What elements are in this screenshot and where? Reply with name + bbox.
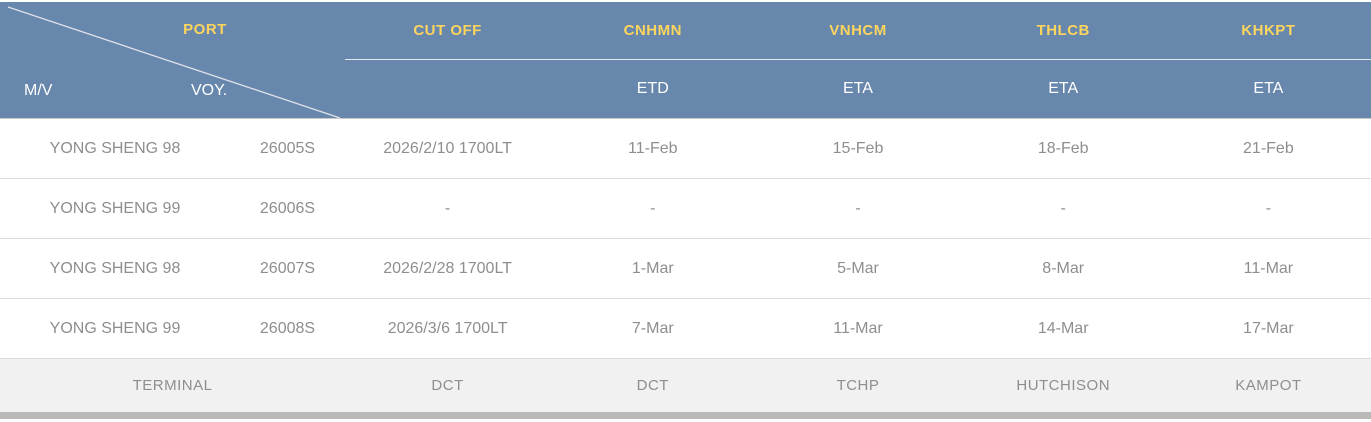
voyage-number: 26006S: [259, 199, 316, 217]
column-header-vnhcm: VNHCM: [829, 22, 887, 39]
eta-vnhcm: -: [855, 199, 861, 217]
column-header-cutoff: CUT OFF: [413, 22, 482, 39]
column-header-port: PORT: [183, 21, 227, 38]
cutoff-datetime: 2026/2/10 1700LT: [383, 139, 512, 157]
bottom-scrollbar-track[interactable]: [0, 412, 1371, 419]
etd-cnhmn: 11-Feb: [628, 139, 678, 157]
header-horizontal-divider: [345, 59, 1371, 60]
column-header-thlcb: THLCB: [1036, 22, 1090, 39]
diagonal-divider-line: [7, 6, 341, 119]
terminal-cutoff: DCT: [431, 377, 464, 394]
sublabel-eta-khkpt: ETA: [1253, 80, 1284, 97]
etd-cnhmn: 1-Mar: [631, 259, 674, 277]
table-header: PORT M/V VOY. CUT OFF CNHMN VNHCM THLCB …: [0, 2, 1371, 119]
eta-vnhcm: 15-Feb: [832, 139, 884, 157]
port-sublabels-row: ETD ETA ETA ETA: [345, 60, 1371, 118]
eta-vnhcm: 11-Mar: [833, 319, 883, 337]
table-row: YONG SHENG 99 26008S 2026/3/6 1700LT 7-M…: [0, 299, 1371, 359]
sublabel-eta-thlcb: ETA: [1048, 80, 1079, 97]
voyage-number: 26007S: [259, 259, 316, 277]
terminal-cnhmn: DCT: [636, 377, 669, 394]
etd-cnhmn: -: [650, 199, 656, 217]
column-header-voy: VOY.: [191, 82, 228, 99]
eta-thlcb: 18-Feb: [1037, 139, 1089, 157]
port-columns-header: CUT OFF CNHMN VNHCM THLCB KHKPT ETD ETA …: [345, 2, 1371, 118]
etd-cnhmn: 7-Mar: [631, 319, 674, 337]
vessel-name: YONG SHENG 98: [49, 139, 181, 157]
table-row: YONG SHENG 98 26005S 2026/2/10 1700LT 11…: [0, 119, 1371, 179]
header-corner-cell: PORT M/V VOY.: [0, 2, 345, 119]
column-header-mv: M/V: [24, 82, 53, 99]
sublabel-etd-cnhmn: ETD: [636, 80, 669, 97]
vessel-name: YONG SHENG 99: [49, 319, 181, 337]
eta-khkpt: 21-Feb: [1243, 139, 1294, 157]
cutoff-datetime: -: [444, 199, 451, 217]
port-codes-row: CUT OFF CNHMN VNHCM THLCB KHKPT: [345, 2, 1371, 59]
table-row: YONG SHENG 98 26007S 2026/2/28 1700LT 1-…: [0, 239, 1371, 299]
terminal-row: TERMINAL DCT DCT TCHP HUTCHISON KAMPOT: [0, 359, 1371, 412]
terminal-thlcb: HUTCHISON: [1016, 377, 1111, 394]
terminal-row-label: TERMINAL: [132, 377, 213, 394]
eta-thlcb: 14-Mar: [1037, 319, 1089, 337]
sublabel-eta-vnhcm: ETA: [843, 80, 873, 97]
column-header-khkpt: KHKPT: [1241, 22, 1296, 39]
terminal-khkpt: KAMPOT: [1235, 377, 1302, 394]
column-header-cnhmn: CNHMN: [623, 22, 682, 39]
eta-vnhcm: 5-Mar: [837, 259, 879, 277]
eta-thlcb: 8-Mar: [1042, 259, 1085, 277]
cutoff-datetime: 2026/2/28 1700LT: [383, 259, 512, 277]
eta-thlcb: -: [1060, 199, 1066, 217]
eta-khkpt: 11-Mar: [1243, 259, 1294, 277]
eta-khkpt: -: [1265, 199, 1272, 217]
terminal-vnhcm: TCHP: [836, 377, 880, 394]
vessel-name: YONG SHENG 98: [49, 259, 181, 277]
table-row: YONG SHENG 99 26006S - - - - -: [0, 179, 1371, 239]
voyage-number: 26005S: [259, 139, 316, 157]
cutoff-datetime: 2026/3/6 1700LT: [387, 319, 508, 337]
vessel-name: YONG SHENG 99: [49, 199, 181, 217]
voyage-number: 26008S: [259, 319, 316, 337]
eta-khkpt: 17-Mar: [1243, 319, 1294, 337]
